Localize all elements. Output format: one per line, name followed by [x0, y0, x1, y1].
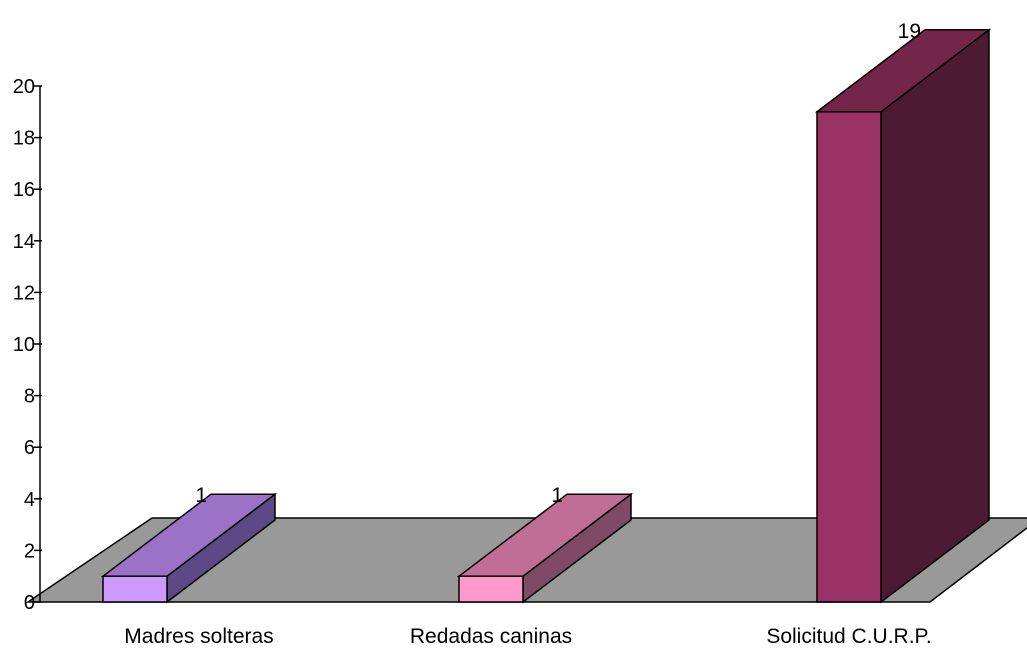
data-label: 1 [195, 484, 207, 507]
y-tick-label: 20 [13, 76, 35, 98]
bar [100, 492, 278, 604]
y-tick-label: 6 [24, 437, 35, 459]
bars-layer [100, 28, 992, 604]
y-axis: 0 2 4 6 8 10 12 14 16 18 20 [13, 76, 42, 614]
y-tick-label: 2 [24, 540, 35, 562]
data-label: 19 [898, 20, 921, 43]
y-tick-label: 16 [13, 179, 35, 201]
y-tick-label: 4 [24, 489, 35, 511]
bar-front [458, 575, 524, 603]
x-category-label: Redadas caninas [410, 625, 572, 648]
y-tick-label: 14 [13, 231, 35, 253]
bar [456, 492, 634, 604]
bar-front [816, 111, 882, 603]
y-tick-label: 18 [13, 128, 35, 150]
bar [814, 28, 992, 604]
x-category-label: Solicitud C.U.R.P. [766, 625, 931, 648]
y-tick-label: 10 [13, 334, 35, 356]
bar-front [102, 575, 168, 603]
y-tick-label: 8 [24, 386, 35, 408]
data-label: 1 [551, 484, 563, 507]
x-category-label: Madres solteras [124, 625, 273, 648]
y-tick-label: 0 [24, 592, 35, 614]
labels-layer: 1 Madres solteras 1 Redadas caninas 19 Solici… [124, 20, 931, 648]
bar-side [880, 28, 990, 604]
y-tick-label: 12 [13, 282, 35, 304]
